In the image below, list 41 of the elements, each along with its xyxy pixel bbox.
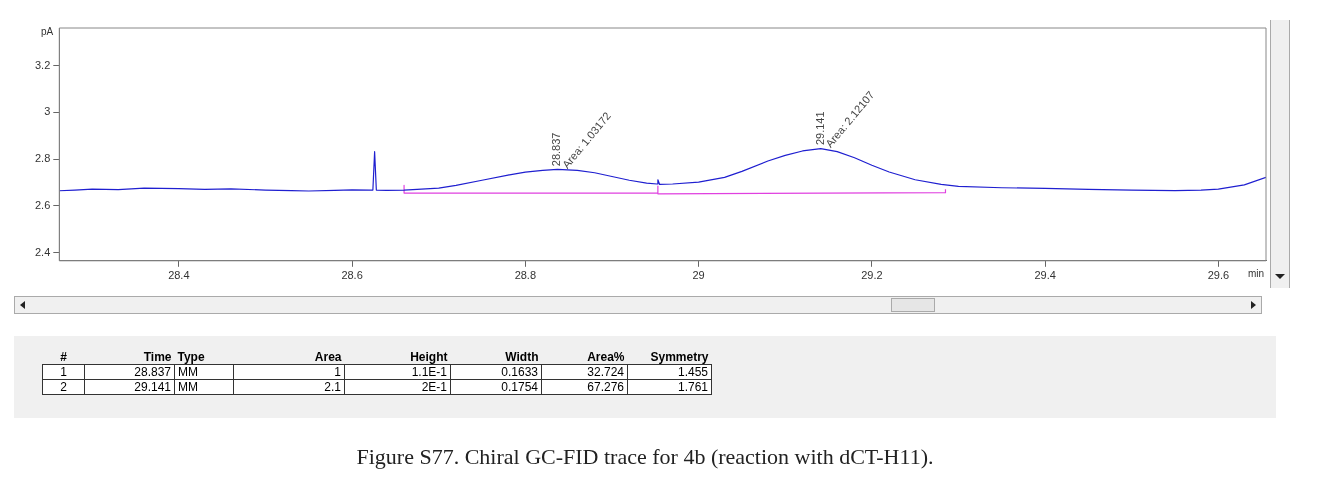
y-tick-label: 2.8 bbox=[34, 152, 51, 165]
x-tick-label: 29.4 bbox=[1034, 269, 1056, 282]
text: 32.724 bbox=[541, 364, 628, 380]
text: 1.761 bbox=[627, 379, 712, 395]
annotation: 28.837 bbox=[550, 132, 563, 167]
y-tick-label: 2.6 bbox=[34, 199, 51, 212]
text: 2.1 bbox=[233, 379, 345, 395]
category-label: Type bbox=[176, 350, 206, 365]
category-label: Area bbox=[313, 350, 343, 365]
x-tick-label: 29.6 bbox=[1207, 269, 1230, 282]
annotation: 29.141 bbox=[813, 111, 826, 146]
x-tick-label: 28.8 bbox=[514, 269, 537, 282]
text: 0.1633 bbox=[450, 364, 542, 380]
y-tick-label: 3 bbox=[44, 105, 51, 118]
category-label: # bbox=[59, 350, 68, 365]
text: 29.141 bbox=[84, 379, 175, 395]
text: 0.1754 bbox=[450, 379, 542, 395]
text: 1.455 bbox=[627, 364, 712, 380]
text: 1 bbox=[233, 364, 345, 380]
x-tick-label: 28.6 bbox=[341, 269, 363, 282]
x-tick-label: 28.4 bbox=[168, 269, 190, 282]
text: 1.1E-1 bbox=[344, 364, 451, 380]
text: MM bbox=[174, 364, 234, 380]
text: Figure S77. Chiral GC-FID trace for 4b (reaction with dCT-H11). bbox=[355, 444, 935, 470]
text: 28.837 bbox=[84, 364, 175, 380]
y-tick-label: 2.4 bbox=[34, 245, 51, 258]
category-label: Time bbox=[142, 350, 173, 365]
text: 67.276 bbox=[541, 379, 628, 395]
text: 1 bbox=[42, 364, 85, 380]
x-axis-title: min bbox=[1247, 267, 1264, 279]
category-label: Height bbox=[409, 350, 449, 365]
x-tick-label: 29 bbox=[692, 269, 705, 282]
text: 2E-1 bbox=[344, 379, 451, 395]
y-axis-title: pA bbox=[41, 25, 54, 37]
category-label: Symmetry bbox=[649, 350, 710, 365]
text: 2 bbox=[42, 379, 85, 395]
category-label: Width bbox=[504, 350, 540, 365]
text: MM bbox=[174, 379, 234, 395]
category-label: Area% bbox=[586, 350, 626, 365]
x-tick-label: 29.2 bbox=[861, 269, 883, 282]
y-tick-label: 3.2 bbox=[34, 58, 51, 71]
